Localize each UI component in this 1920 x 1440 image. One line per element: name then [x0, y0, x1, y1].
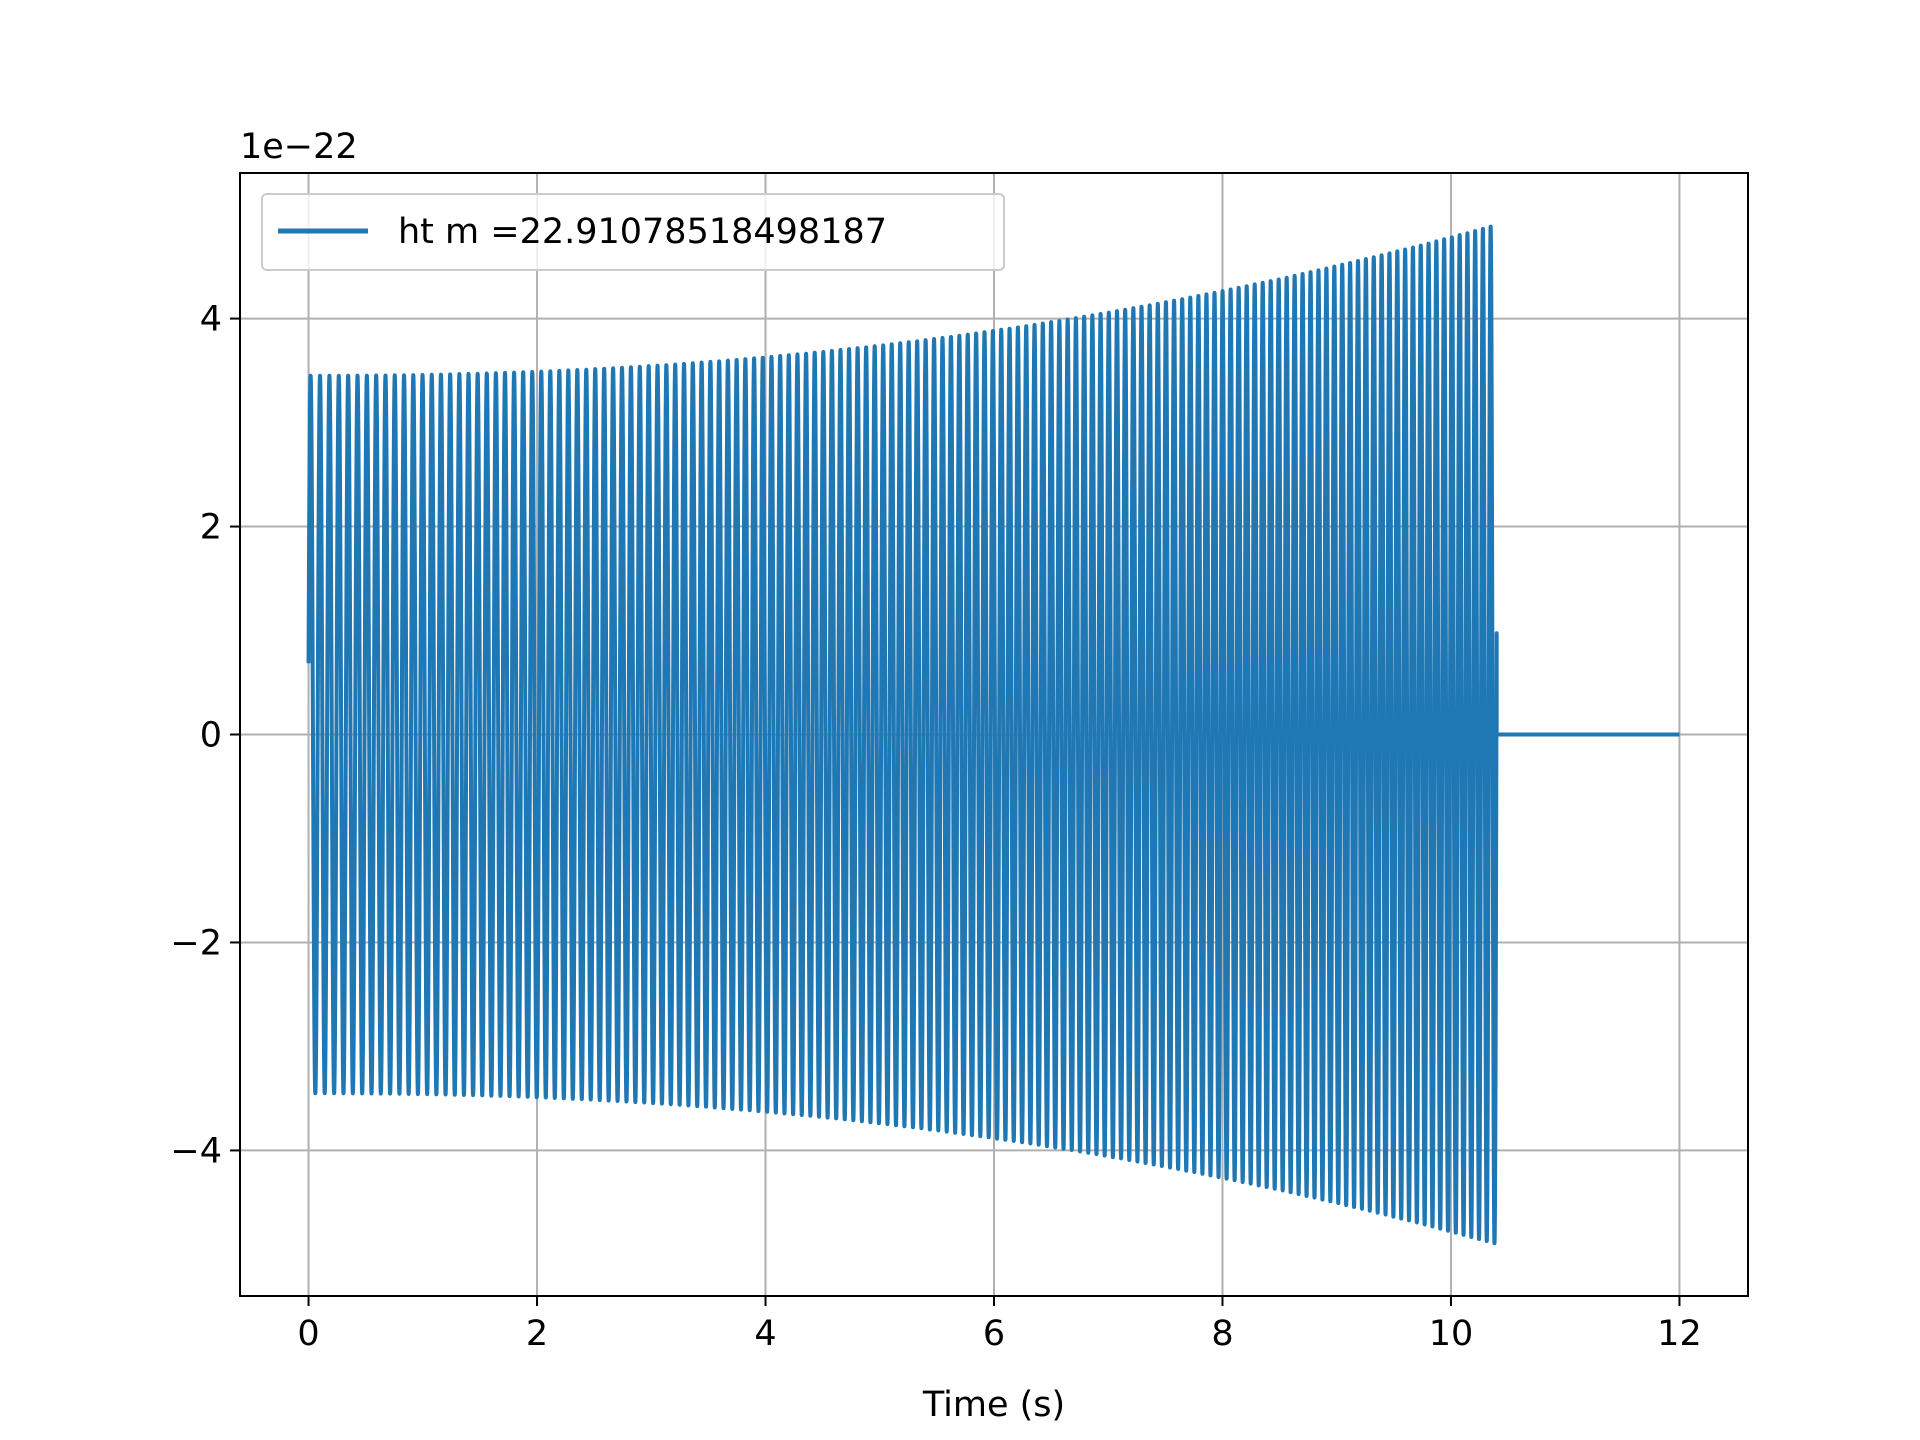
y-tick-label: −4	[170, 1131, 222, 1171]
x-tick-label: 4	[754, 1314, 776, 1354]
ticks	[230, 317, 1681, 1306]
y-offset-label: 1e−22	[240, 127, 358, 167]
y-tick-label: 2	[200, 508, 222, 548]
legend-box	[261, 193, 1005, 271]
y-tick-label: 0	[200, 716, 222, 756]
series-line	[306, 224, 1680, 1246]
x-tick-label: 12	[1657, 1314, 1702, 1354]
legend: ht m =22.91078518498187	[261, 193, 1005, 271]
x-tick-label: 0	[297, 1314, 319, 1354]
x-tick-label: 2	[526, 1314, 548, 1354]
x-tick-label: 8	[1211, 1314, 1233, 1354]
tick-labels: 0 2 4 6 8 10 12 −4 −2 0 2 4	[170, 300, 1701, 1354]
x-tick-label: 10	[1429, 1314, 1474, 1354]
legend-label: ht m =22.91078518498187	[398, 212, 887, 252]
y-tick-label: −2	[170, 923, 222, 963]
series-layer	[306, 224, 1680, 1246]
y-tick-label: 4	[200, 300, 222, 340]
x-tick-label: 6	[983, 1314, 1005, 1354]
x-axis-title: Time (s)	[922, 1385, 1065, 1425]
